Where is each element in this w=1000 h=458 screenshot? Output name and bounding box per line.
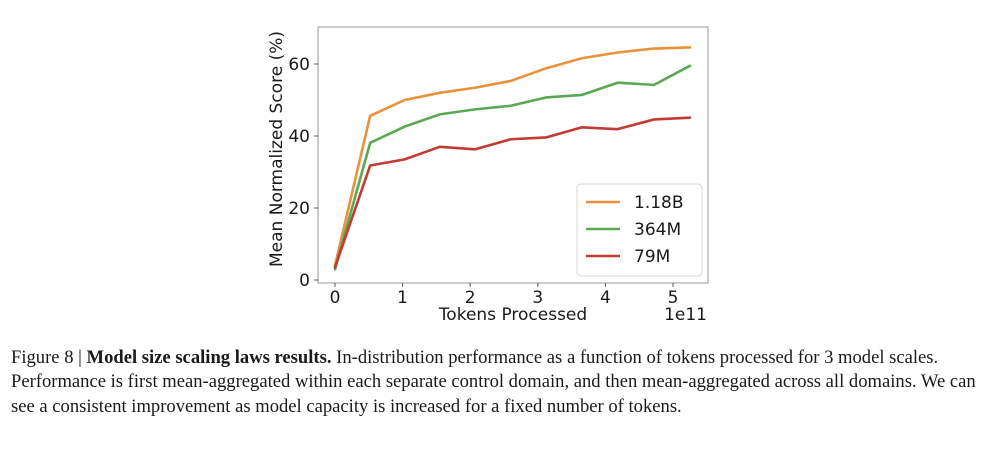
caption-body: In-distribution performance as a functio… — [11, 347, 976, 417]
x-axis-offset-label: 1e11 — [664, 305, 707, 325]
x-tick-label: 0 — [330, 288, 341, 308]
y-tick-label: 20 — [288, 199, 310, 219]
caption-title: Model size scaling laws results. — [86, 347, 332, 368]
legend-label: 79M — [634, 247, 670, 267]
x-tick-label: 1 — [397, 288, 408, 308]
line-chart: 0 20 40 60 0 1 2 3 4 5 Mean Normalized Score (%)… — [267, 26, 709, 325]
legend-label: 364M — [634, 220, 681, 240]
legend: 1.18B 364M 79M — [576, 183, 703, 277]
y-tick-label: 40 — [288, 127, 310, 147]
y-tick-label: 60 — [288, 55, 310, 75]
y-axis: 0 20 40 60 — [288, 55, 318, 291]
figure-caption: Figure 8 | Model size scaling laws resul… — [11, 346, 986, 419]
y-axis-label: Mean Normalized Score (%) — [267, 31, 287, 267]
series-line-1.18B — [333, 46, 692, 267]
plot-frame — [317, 26, 709, 284]
x-tick-label: 2 — [465, 288, 476, 308]
x-tick-label: 4 — [600, 288, 611, 308]
x-tick-label: 5 — [668, 288, 679, 308]
x-axis: 0 1 2 3 4 5 — [330, 283, 679, 308]
series-line-79M — [333, 116, 692, 269]
legend-label: 1.18B — [634, 193, 684, 213]
legend-box — [576, 183, 703, 277]
x-tick-label: 3 — [532, 288, 543, 308]
series-line-364M — [333, 64, 692, 271]
y-tick-label: 0 — [299, 271, 310, 291]
series-lines — [333, 46, 692, 271]
x-axis-label: Tokens Processed — [438, 305, 587, 325]
figure-label: Figure 8 | — [11, 347, 87, 368]
